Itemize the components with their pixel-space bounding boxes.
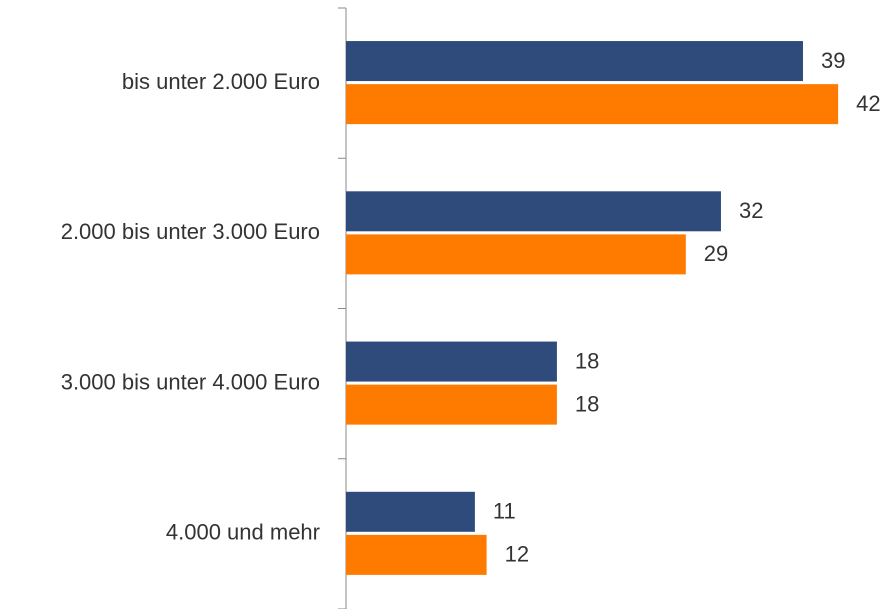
category-label: 3.000 bis unter 4.000 Euro xyxy=(61,369,320,394)
value-label: 12 xyxy=(505,542,529,567)
value-label: 18 xyxy=(575,391,599,416)
value-label: 32 xyxy=(739,198,763,223)
bar xyxy=(346,491,475,532)
category-label: 2.000 bis unter 3.000 Euro xyxy=(61,219,320,244)
bar xyxy=(346,41,803,82)
bar xyxy=(346,84,839,125)
value-label: 18 xyxy=(575,348,599,373)
value-label: 42 xyxy=(856,91,880,116)
bar xyxy=(346,341,557,382)
bar xyxy=(346,384,557,425)
category-label: bis unter 2.000 Euro xyxy=(122,69,320,94)
bar xyxy=(346,234,686,275)
value-label: 39 xyxy=(821,48,845,73)
bar xyxy=(346,534,487,575)
bar xyxy=(346,191,721,232)
value-label: 11 xyxy=(493,499,516,524)
category-label: 4.000 und mehr xyxy=(166,520,320,545)
value-label: 29 xyxy=(704,241,728,266)
